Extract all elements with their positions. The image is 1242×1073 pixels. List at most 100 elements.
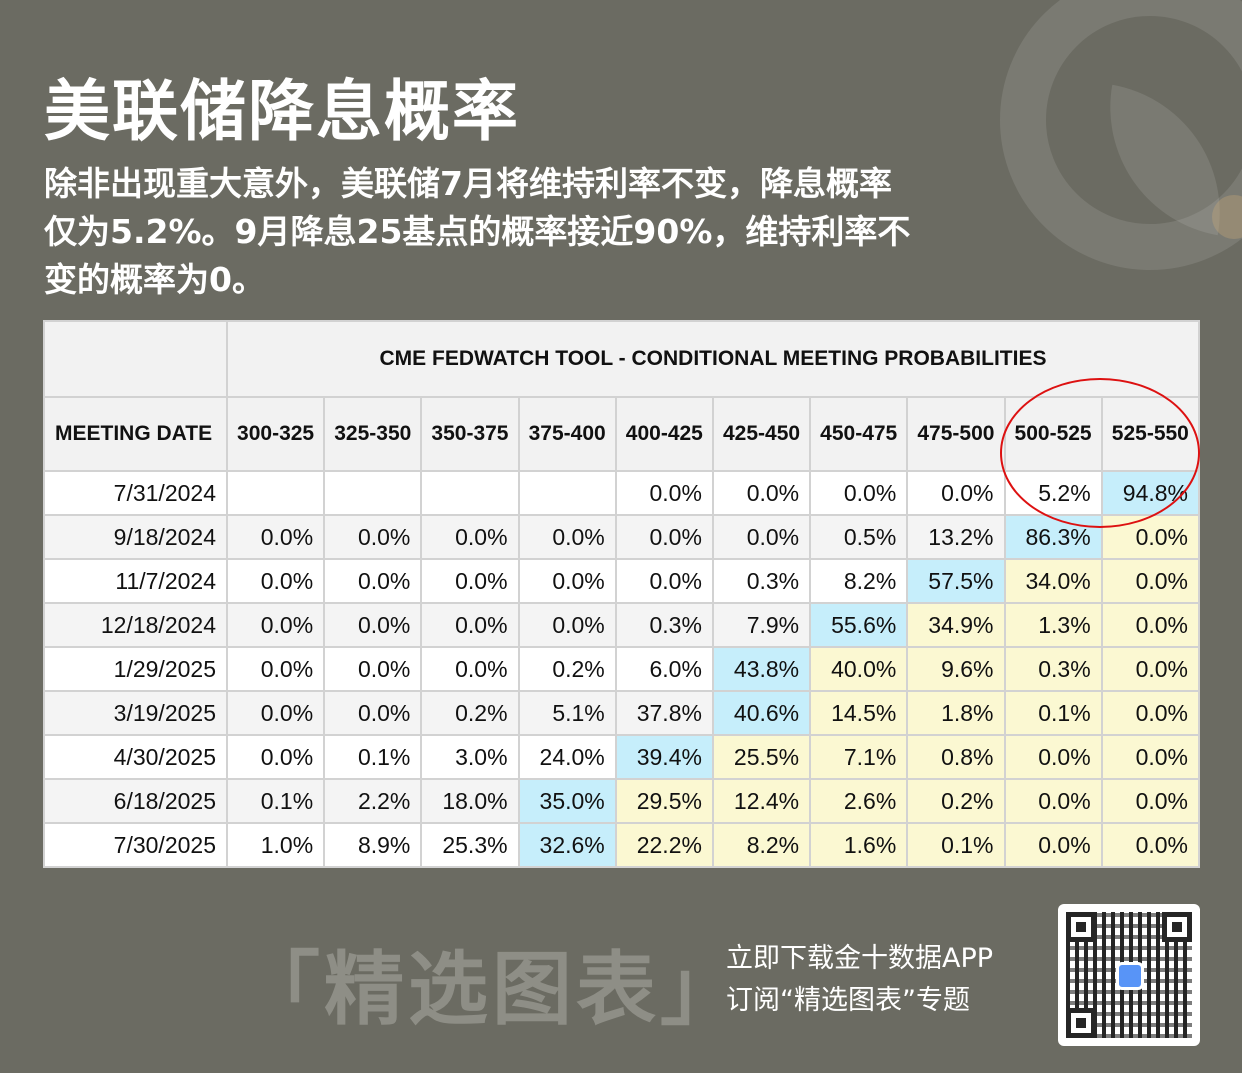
probability-cell: 0.0% xyxy=(323,690,423,736)
qr-finder-bottom-left xyxy=(1066,1008,1096,1038)
probability-cell: 0.0% xyxy=(1100,822,1201,868)
probability-cell: 0.1% xyxy=(225,778,326,824)
probability-cell: 0.0% xyxy=(420,514,520,560)
qr-finder-top-right xyxy=(1162,912,1192,942)
probability-cell: 0.0% xyxy=(225,734,326,780)
probability-cell: 8.2% xyxy=(711,822,812,868)
probability-cell: 0.0% xyxy=(614,470,714,516)
probability-cell: 7.9% xyxy=(711,602,812,648)
probability-cell: 34.0% xyxy=(1003,558,1103,604)
probability-cell: 24.0% xyxy=(517,734,617,780)
table-row: 11/7/2024 0.0% 0.0% 0.0% 0.0% 0.0% 0.3% 8.2% 57.… xyxy=(43,558,1201,604)
probability-cell: 0.0% xyxy=(1100,690,1201,736)
probability-cell: 0.0% xyxy=(420,646,520,692)
probability-cell: 1.6% xyxy=(809,822,909,868)
probability-cell: 0.1% xyxy=(1003,690,1103,736)
probability-cell: 6.0% xyxy=(614,646,714,692)
probability-cell: 0.3% xyxy=(1003,646,1103,692)
meeting-date-cell: 11/7/2024 xyxy=(43,558,228,604)
probability-cell: 18.0% xyxy=(420,778,520,824)
probability-cell: 40.6% xyxy=(711,690,812,736)
probability-cell: 22.2% xyxy=(614,822,714,868)
probability-cell: 12.4% xyxy=(711,778,812,824)
probability-cell: 8.2% xyxy=(809,558,909,604)
promo-line-2: 订阅“精选图表”专题 xyxy=(726,985,970,1016)
featured-charts-banner: 「精选图表」 xyxy=(240,943,744,1036)
probability-cell xyxy=(225,470,326,516)
probability-table: CME FEDWATCH TOOL - CONDITIONAL MEETING … xyxy=(43,320,1201,868)
qr-pattern xyxy=(1066,912,1192,1038)
rate-range-header: 450-475 xyxy=(809,396,909,472)
probability-cell: 8.9% xyxy=(323,822,423,868)
probability-cell: 0.3% xyxy=(711,558,812,604)
meeting-date-cell: 9/18/2024 xyxy=(43,514,228,560)
probability-cell: 9.6% xyxy=(906,646,1006,692)
table-row: 1/29/2025 0.0% 0.0% 0.0% 0.2% 6.0% 43.8% 40.0% 9… xyxy=(43,646,1201,692)
probability-cell: 0.0% xyxy=(323,602,423,648)
rate-range-header: 425-450 xyxy=(711,396,812,472)
probability-cell: 2.2% xyxy=(323,778,423,824)
probability-cell: 55.6% xyxy=(809,602,909,648)
app-logo-icon xyxy=(1116,962,1144,990)
probability-cell: 39.4% xyxy=(614,734,714,780)
probability-cell: 0.0% xyxy=(906,470,1006,516)
probability-cell: 0.5% xyxy=(809,514,909,560)
page-subtitle: 除非出现重大意外，美联储7月将维持利率不变，降息概率仅为5.2%。9月降息25基… xyxy=(44,164,911,299)
highlight-circle xyxy=(1000,378,1200,528)
probability-cell xyxy=(323,470,423,516)
probability-cell: 32.6% xyxy=(517,822,617,868)
table-row: 6/18/2025 0.1% 2.2% 18.0% 35.0% 29.5% 12.4% 2.6… xyxy=(43,778,1201,824)
probability-cell: 0.0% xyxy=(225,602,326,648)
promo-text: 立即下载金十数据APP 订阅“精选图表”专题 xyxy=(726,938,993,1022)
probability-cell: 35.0% xyxy=(517,778,617,824)
table-row: 9/18/2024 0.0% 0.0% 0.0% 0.0% 0.0% 0.0% 0.5% 13.… xyxy=(43,514,1201,560)
rate-range-header: 350-375 xyxy=(420,396,520,472)
promo-line-1: 立即下载金十数据APP xyxy=(726,943,994,974)
probability-cell: 0.1% xyxy=(906,822,1006,868)
probability-cell: 0.0% xyxy=(420,558,520,604)
probability-cell: 0.0% xyxy=(225,558,326,604)
qr-finder-top-left xyxy=(1066,912,1096,942)
probability-cell: 0.0% xyxy=(517,558,617,604)
rate-range-header: 375-400 xyxy=(517,396,617,472)
meeting-date-cell: 1/29/2025 xyxy=(43,646,228,692)
probability-cell: 0.0% xyxy=(1100,778,1201,824)
probability-cell: 1.3% xyxy=(1003,602,1103,648)
probability-cell: 0.0% xyxy=(1003,822,1103,868)
probability-cell: 0.0% xyxy=(809,470,909,516)
probability-cell: 0.0% xyxy=(323,514,423,560)
rate-range-header: 475-500 xyxy=(906,396,1006,472)
tool-title: CME FEDWATCH TOOL - CONDITIONAL MEETING … xyxy=(226,320,1200,398)
probability-cell: 0.0% xyxy=(1100,558,1201,604)
meeting-date-cell: 4/30/2025 xyxy=(43,734,228,780)
rate-range-header: 325-350 xyxy=(323,396,423,472)
qr-code-icon[interactable] xyxy=(1058,904,1200,1046)
meeting-date-cell: 7/31/2024 xyxy=(43,470,228,516)
probability-cell: 5.1% xyxy=(517,690,617,736)
probability-cell: 43.8% xyxy=(711,646,812,692)
rate-range-header: 400-425 xyxy=(614,396,714,472)
probability-cell: 0.2% xyxy=(517,646,617,692)
meeting-date-cell: 3/19/2025 xyxy=(43,690,228,736)
probability-cell: 40.0% xyxy=(809,646,909,692)
decorative-dot xyxy=(1212,195,1242,239)
probability-cell: 0.2% xyxy=(906,778,1006,824)
probability-cell: 0.0% xyxy=(1100,734,1201,780)
probability-cell: 0.0% xyxy=(323,646,423,692)
probability-cell: 0.0% xyxy=(711,514,812,560)
table-row: 12/18/2024 0.0% 0.0% 0.0% 0.0% 0.3% 7.9% 55.6% 3… xyxy=(43,602,1201,648)
page-title: 美联储降息概率 xyxy=(44,73,520,150)
probability-cell: 25.3% xyxy=(420,822,520,868)
probability-cell: 37.8% xyxy=(614,690,714,736)
probability-cell: 0.0% xyxy=(517,514,617,560)
meeting-date-cell: 6/18/2025 xyxy=(43,778,228,824)
probability-cell: 0.2% xyxy=(420,690,520,736)
probability-cell: 57.5% xyxy=(906,558,1006,604)
probability-table-container: CME FEDWATCH TOOL - CONDITIONAL MEETING … xyxy=(43,320,1201,868)
probability-cell xyxy=(517,470,617,516)
probability-cell: 0.0% xyxy=(614,514,714,560)
probability-cell: 1.0% xyxy=(225,822,326,868)
meeting-date-header: MEETING DATE xyxy=(43,396,228,472)
probability-cell: 0.0% xyxy=(711,470,812,516)
probability-cell: 0.0% xyxy=(1003,778,1103,824)
